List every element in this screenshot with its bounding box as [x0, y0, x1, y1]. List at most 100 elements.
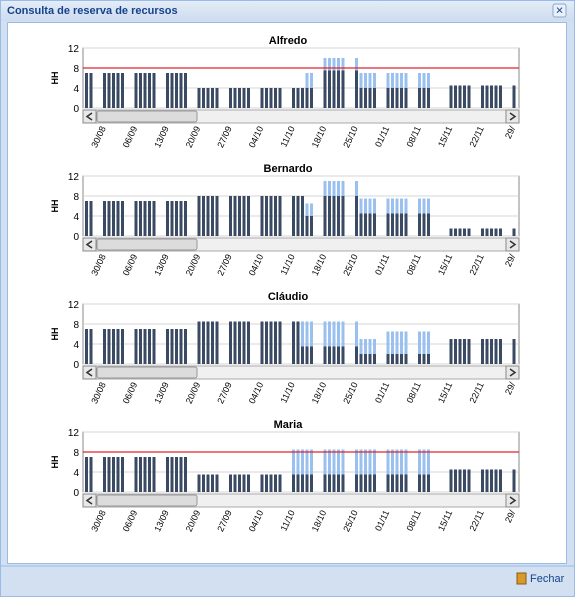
- bar: [395, 474, 399, 492]
- bar: [166, 73, 169, 108]
- bar: [481, 469, 484, 492]
- bar: [116, 201, 120, 236]
- scroll-left-arrow[interactable]: [85, 112, 93, 121]
- bar: [332, 196, 336, 236]
- scroll-left-arrow[interactable]: [85, 368, 93, 377]
- bar: [422, 88, 426, 108]
- bar: [229, 88, 232, 108]
- scroll-left[interactable]: [82, 109, 97, 124]
- bar: [233, 474, 237, 492]
- bar: [269, 88, 273, 108]
- bar: [481, 339, 484, 364]
- y-tick-label: 0: [73, 104, 79, 115]
- bar: [499, 339, 502, 364]
- scroll-right[interactable]: [505, 237, 520, 252]
- scroll-right[interactable]: [505, 365, 520, 380]
- bar: [395, 449, 399, 475]
- bar: [247, 474, 250, 492]
- scroll-right[interactable]: [505, 109, 520, 124]
- bar: [134, 329, 138, 364]
- bar: [211, 196, 214, 236]
- bar: [337, 474, 340, 492]
- bar: [391, 213, 394, 236]
- scroll-left[interactable]: [82, 365, 97, 380]
- bar: [373, 474, 376, 492]
- y-tick-label: 8: [73, 64, 79, 75]
- bar: [404, 213, 408, 236]
- scroll-right-arrow[interactable]: [509, 496, 517, 505]
- bar: [337, 58, 340, 71]
- bar: [395, 354, 399, 364]
- scroll-thumb[interactable]: [96, 238, 198, 251]
- bar: [341, 70, 345, 108]
- bar: [179, 329, 183, 364]
- scroll-left-arrow[interactable]: [85, 240, 93, 249]
- bar: [247, 321, 250, 364]
- bar: [463, 228, 466, 236]
- bar: [305, 474, 309, 492]
- bar: [364, 88, 367, 108]
- close-box[interactable]: [552, 3, 567, 18]
- bar: [337, 196, 340, 236]
- bar: [427, 354, 430, 364]
- bar: [143, 201, 147, 236]
- bar: [328, 181, 331, 196]
- scroll-right-arrow[interactable]: [509, 112, 517, 121]
- bar: [310, 346, 313, 364]
- bar: [116, 73, 120, 108]
- bar: [418, 449, 421, 475]
- bar: [152, 457, 156, 492]
- scroll-left-arrow[interactable]: [85, 496, 93, 505]
- bar: [265, 474, 268, 492]
- bar: [368, 88, 372, 108]
- bar: [359, 73, 363, 88]
- bar: [364, 213, 367, 236]
- bar: [404, 474, 408, 492]
- bar: [463, 469, 466, 492]
- scroll-thumb[interactable]: [96, 366, 198, 379]
- bar: [121, 201, 124, 236]
- bar: [260, 474, 264, 492]
- scroll-right[interactable]: [505, 493, 520, 508]
- bar: [427, 331, 430, 354]
- bar: [233, 321, 237, 364]
- bar: [337, 321, 340, 347]
- bar: [355, 196, 358, 236]
- bar: [175, 329, 178, 364]
- scroll-thumb[interactable]: [96, 494, 198, 507]
- bar: [355, 321, 358, 347]
- scroll-left[interactable]: [82, 237, 97, 252]
- bar: [269, 474, 273, 492]
- scroll-thumb[interactable]: [96, 110, 198, 123]
- door-icon[interactable]: [516, 572, 527, 585]
- chart-title: Bernardo: [264, 163, 313, 175]
- bar: [454, 339, 457, 364]
- bar: [305, 73, 309, 88]
- close-button[interactable]: ×: [556, 3, 564, 18]
- scroll-right-arrow[interactable]: [509, 368, 517, 377]
- bar: [395, 88, 399, 108]
- bar: [238, 196, 241, 236]
- bar: [85, 457, 88, 492]
- bar: [323, 474, 327, 492]
- bar: [364, 198, 367, 214]
- bar: [395, 213, 399, 236]
- bar: [481, 85, 484, 108]
- bar: [211, 474, 214, 492]
- bar: [103, 73, 106, 108]
- bar: [103, 201, 106, 236]
- bar: [89, 457, 93, 492]
- bar: [400, 73, 403, 88]
- fechar-button[interactable]: Fechar: [530, 573, 565, 585]
- scroll-left[interactable]: [82, 493, 97, 508]
- bar: [512, 469, 516, 492]
- y-axis-label: HH: [50, 200, 60, 213]
- title-bar: [1, 1, 574, 21]
- bar: [170, 457, 174, 492]
- scroll-right-arrow[interactable]: [509, 240, 517, 249]
- bar: [323, 58, 327, 71]
- bar: [494, 469, 498, 492]
- bar: [134, 201, 138, 236]
